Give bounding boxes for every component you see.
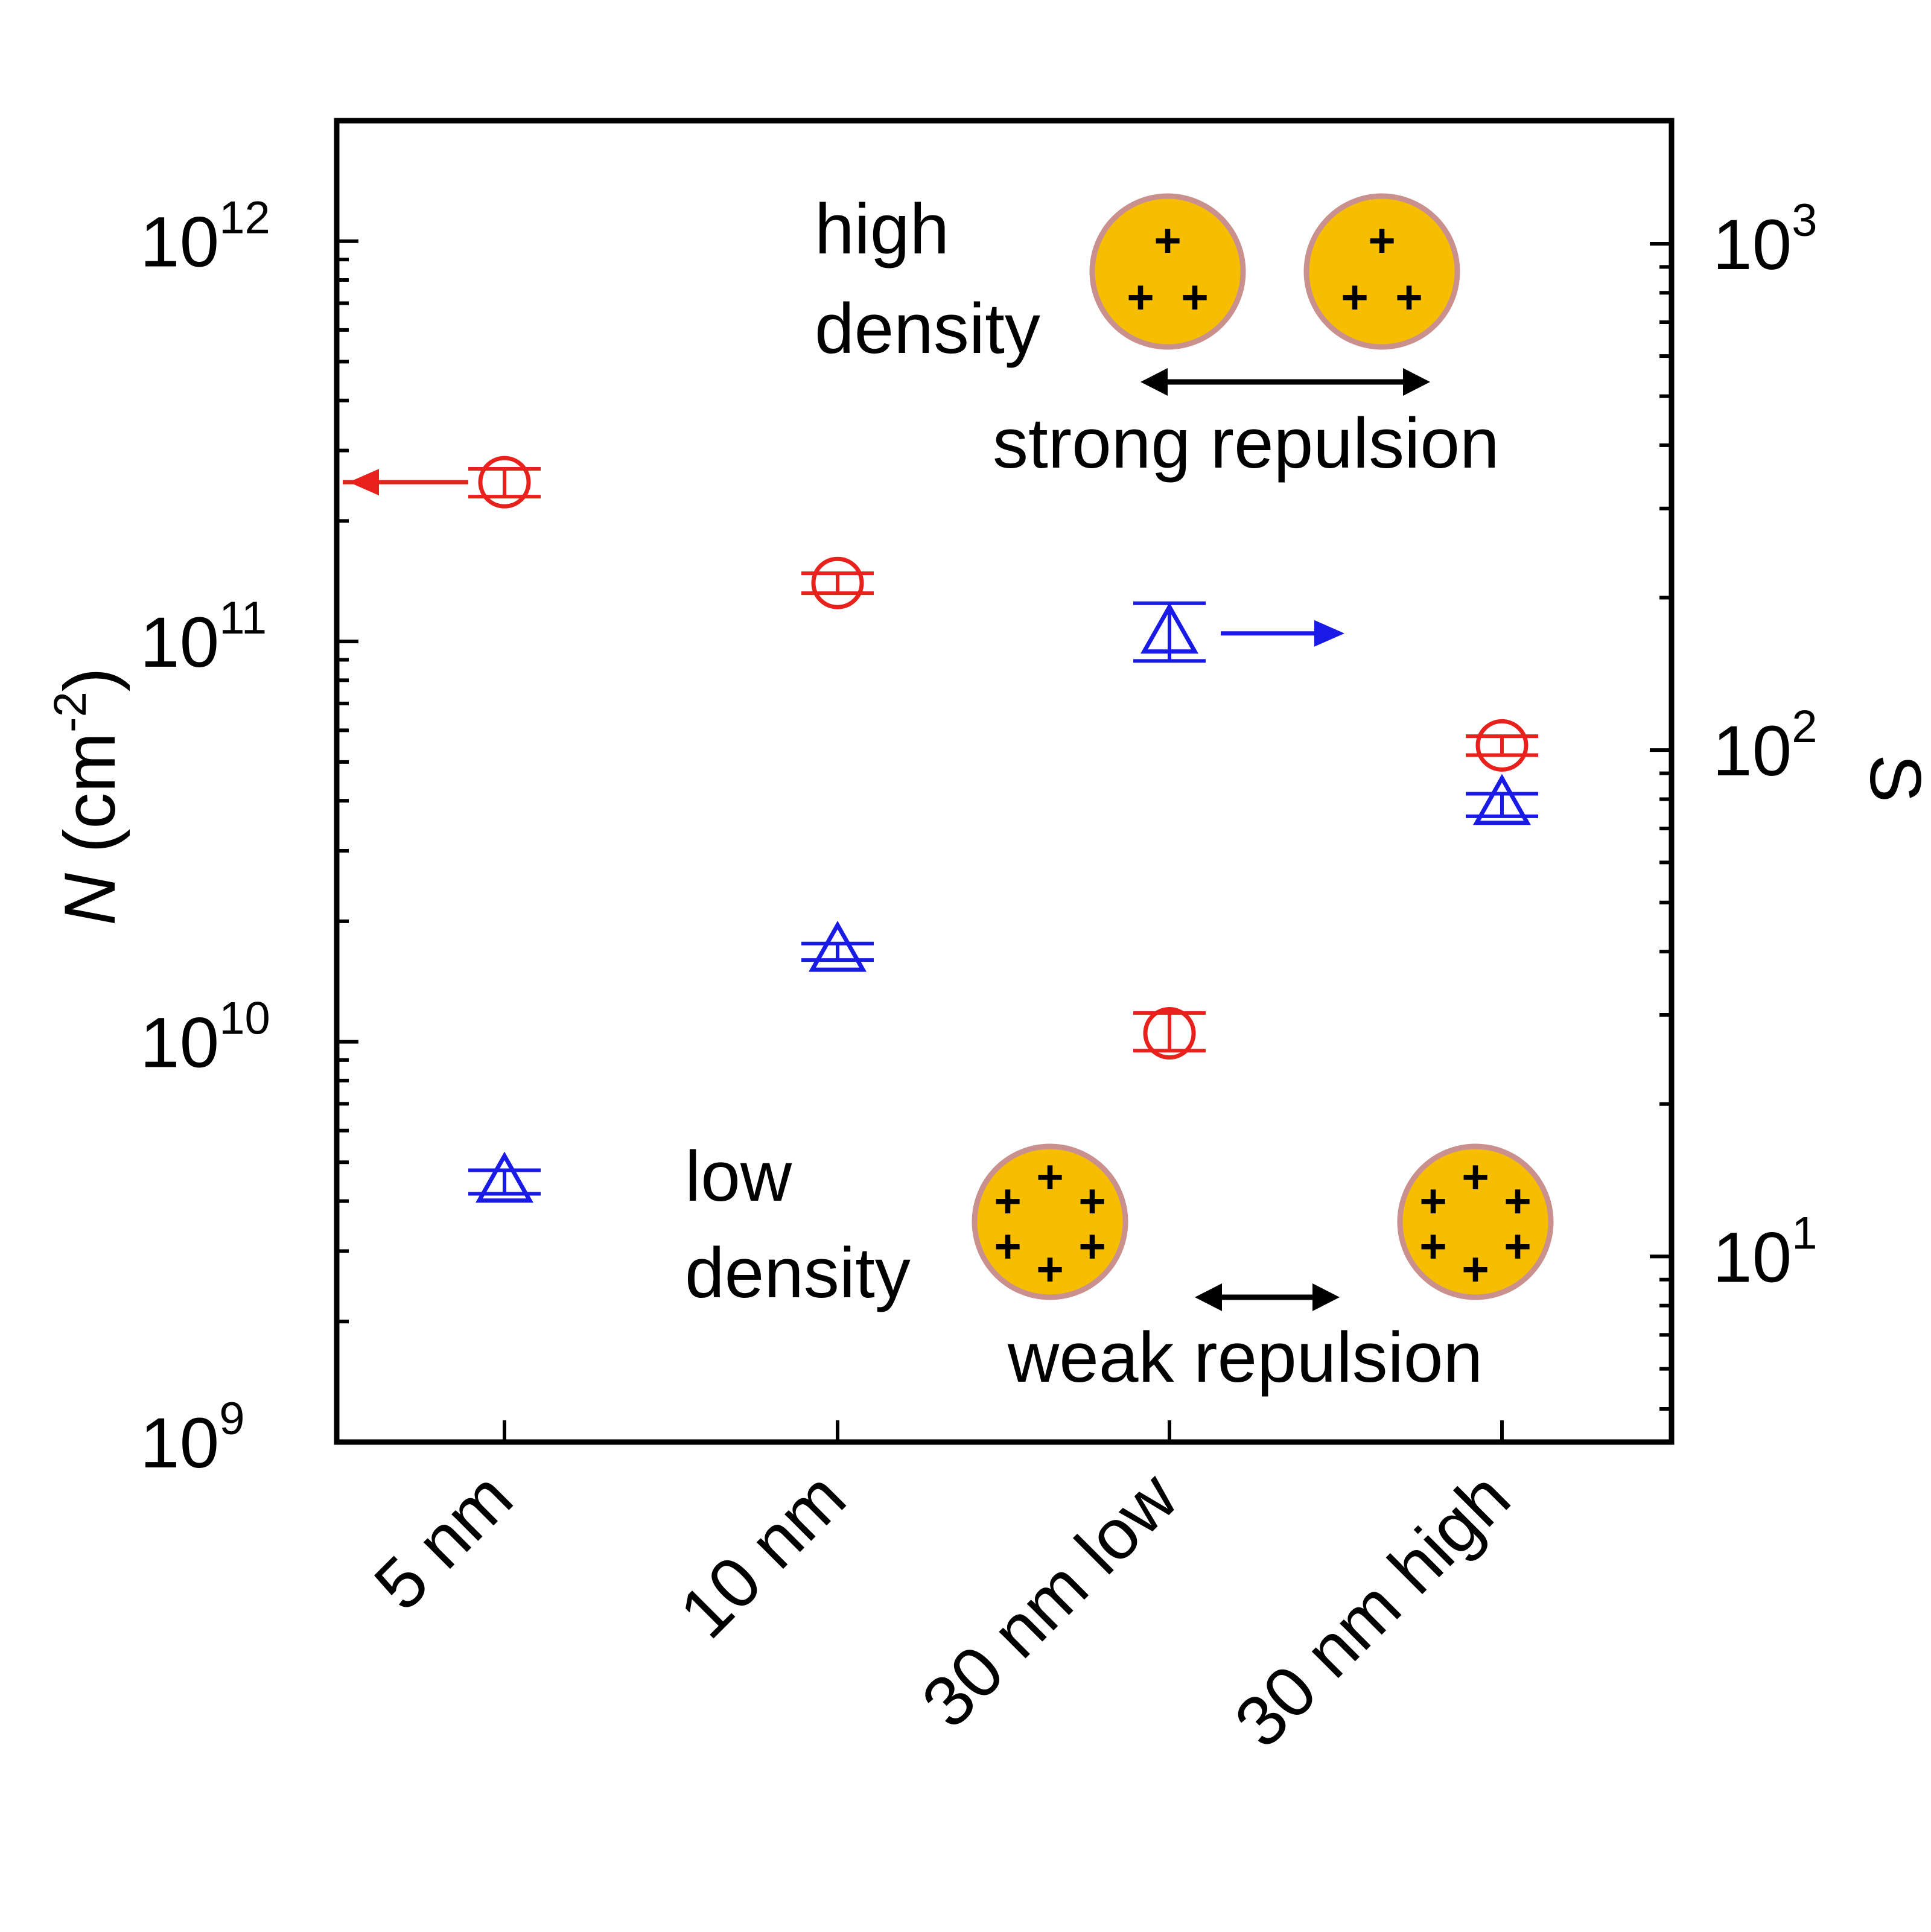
particle-body	[972, 1143, 1128, 1300]
charge-plus: +	[994, 1174, 1022, 1227]
circle-marker	[811, 556, 864, 609]
s-data-point	[801, 921, 874, 972]
nanoparticle: ++ ++ ++	[1397, 1143, 1554, 1300]
n-data-point	[1133, 1007, 1206, 1060]
inset-low-line2: density	[685, 1233, 911, 1313]
inset-high-line2: density	[815, 289, 1040, 369]
nanoparticle: ++ +	[1089, 193, 1246, 350]
charge-plus: +	[1462, 1150, 1489, 1203]
circle-marker	[1143, 1007, 1196, 1060]
left-axis-label: N (cm-2)	[45, 667, 130, 925]
right-axis: 101 102 103	[1650, 195, 1818, 1411]
axis-arrows	[343, 469, 1344, 647]
weak-repulsion-caption: weak repulsion	[1007, 1318, 1483, 1397]
charge-plus: +	[1078, 1219, 1106, 1273]
left-tick-label: 1011	[140, 593, 267, 682]
circle-marker	[478, 456, 531, 509]
charge-plus: +	[1127, 270, 1154, 323]
charge-plus: +	[1078, 1174, 1106, 1227]
charge-plus: +	[1419, 1219, 1447, 1273]
strong-repulsion-arrow	[1140, 368, 1430, 396]
s-data-point	[1466, 774, 1538, 825]
x-category-label: 5 nm	[360, 1457, 528, 1625]
charge-plus: +	[1154, 214, 1182, 267]
series-markers	[468, 456, 1538, 1203]
right-tick-label: 101	[1713, 1207, 1818, 1297]
left-axis: 109 1010 1011 1012	[140, 119, 358, 1483]
right-axis-label: S	[1855, 754, 1931, 802]
high-density-particles: ++ +++ +	[1089, 193, 1460, 350]
s-data-point	[1133, 601, 1206, 663]
nanoparticle: ++ +	[1303, 193, 1460, 350]
s-data-point	[468, 1151, 541, 1203]
triangle-marker	[1140, 602, 1199, 654]
particle-body	[1303, 193, 1460, 350]
x-category-label: 10 nm	[664, 1457, 861, 1653]
triangle-marker	[1472, 774, 1532, 825]
circle-marker	[1475, 719, 1529, 772]
low-density-particles: ++ ++ ++++ ++ ++	[972, 1143, 1554, 1300]
charge-plus: +	[994, 1219, 1022, 1273]
plot-frame	[334, 118, 1675, 1445]
n-data-point	[468, 456, 541, 509]
triangle-marker	[475, 1151, 534, 1203]
charge-plus: +	[1504, 1174, 1532, 1227]
right-tick-label: 103	[1713, 195, 1818, 285]
charge-plus: +	[1036, 1150, 1064, 1203]
n-data-point	[1466, 719, 1538, 772]
strong-repulsion-caption: strong repulsion	[993, 404, 1500, 483]
charge-plus: +	[1419, 1174, 1447, 1227]
inset-low-density: low density ++ ++ ++++ ++ ++ weak repulsion	[685, 1137, 1554, 1397]
inset-low-line1: low	[685, 1137, 792, 1216]
inset-high-density: high density ++ +++ + strong repulsion	[815, 189, 1500, 483]
charge-plus: +	[1368, 214, 1396, 267]
inset-high-line1: high	[815, 189, 949, 269]
right-axis-arrow-head	[1314, 620, 1344, 647]
charge-plus: +	[1504, 1219, 1532, 1273]
particle-body	[1089, 193, 1246, 350]
x-axis: 5 nm 10 nm 30 nm low 30 nm high	[360, 1420, 1525, 1762]
weak-repulsion-arrow	[1195, 1283, 1340, 1311]
charge-plus: +	[1462, 1242, 1489, 1295]
x-category-label: 30 nm low	[907, 1457, 1193, 1743]
particle-body	[1397, 1143, 1554, 1300]
left-tick-label: 109	[140, 1393, 245, 1483]
right-tick-label: 102	[1713, 701, 1818, 791]
charge-plus: +	[1036, 1242, 1064, 1295]
n-data-point	[801, 556, 874, 609]
charge-plus: +	[1181, 270, 1209, 323]
x-category-label: 30 nm high	[1220, 1457, 1525, 1762]
left-axis-arrow-head	[349, 469, 379, 496]
triangle-marker	[808, 921, 867, 972]
charge-plus: +	[1341, 270, 1369, 323]
nanoparticle: ++ ++ ++	[972, 1143, 1128, 1300]
left-tick-label: 1010	[140, 993, 270, 1083]
left-tick-label: 1012	[140, 192, 270, 282]
charge-plus: +	[1395, 270, 1423, 323]
